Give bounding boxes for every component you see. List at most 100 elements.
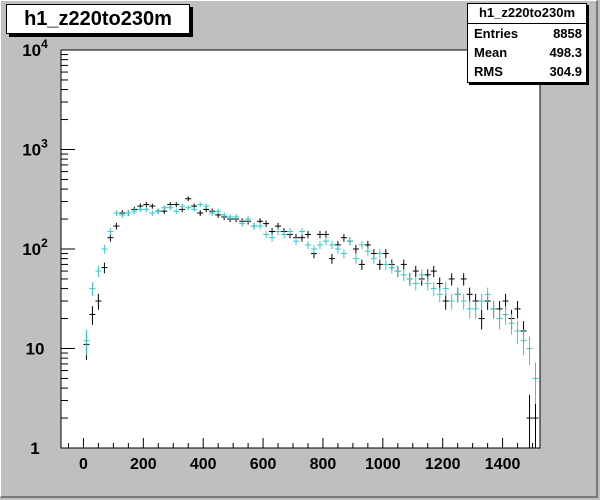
data-point-series-0 bbox=[442, 293, 449, 310]
stats-value-entries: 8858 bbox=[553, 26, 582, 41]
data-point-series-1 bbox=[215, 208, 222, 215]
data-point-series-1 bbox=[388, 262, 395, 274]
x-tick-label: 200 bbox=[130, 456, 157, 473]
y-tick-label: 1 bbox=[30, 439, 39, 458]
data-point-series-1 bbox=[448, 293, 455, 310]
data-point-series-1 bbox=[119, 212, 126, 218]
data-point-series-1 bbox=[430, 282, 437, 297]
data-point-series-1 bbox=[322, 237, 329, 246]
data-point-series-0 bbox=[269, 228, 276, 236]
y-tick-label-base: 10 bbox=[26, 340, 45, 359]
y-tick-label: 10 bbox=[26, 340, 45, 359]
data-point-series-1 bbox=[179, 203, 186, 209]
stats-label-rms: RMS bbox=[474, 64, 503, 79]
data-point-series-1 bbox=[137, 206, 144, 213]
stats-value-rms: 304.9 bbox=[549, 64, 582, 79]
data-point-series-1 bbox=[526, 336, 533, 365]
stats-box: h1_z220to230m Entries 8858 Mean 498.3 RM… bbox=[467, 3, 587, 83]
stats-row-rms: RMS 304.9 bbox=[468, 62, 586, 81]
data-point-series-0 bbox=[430, 265, 437, 278]
stats-value-mean: 498.3 bbox=[549, 45, 582, 60]
data-point-series-1 bbox=[442, 282, 449, 297]
data-point-series-1 bbox=[203, 203, 210, 209]
data-point-series-1 bbox=[310, 244, 317, 254]
data-point-series-1 bbox=[173, 208, 180, 215]
data-point-series-1 bbox=[227, 214, 234, 221]
data-point-series-1 bbox=[364, 246, 371, 256]
data-point-series-1 bbox=[502, 306, 509, 325]
data-point-series-0 bbox=[358, 259, 365, 270]
data-point-series-0 bbox=[340, 234, 347, 242]
data-point-series-0 bbox=[95, 293, 102, 310]
data-point-series-0 bbox=[304, 230, 311, 239]
data-point-series-0 bbox=[299, 234, 305, 242]
data-point-series-1 bbox=[191, 206, 198, 213]
data-point-series-0 bbox=[143, 201, 150, 208]
data-point-series-1 bbox=[460, 293, 467, 310]
data-point-series-1 bbox=[269, 234, 276, 242]
data-point-series-1 bbox=[316, 240, 323, 250]
y-tick-label-base: 1 bbox=[30, 439, 39, 458]
data-point-series-1 bbox=[281, 230, 288, 239]
data-point-series-1 bbox=[149, 210, 156, 216]
data-point-series-1 bbox=[514, 321, 521, 344]
data-point-series-1 bbox=[406, 273, 413, 286]
data-point-series-1 bbox=[340, 249, 347, 259]
data-point-series-1 bbox=[155, 208, 162, 215]
data-point-series-1 bbox=[101, 244, 108, 254]
data-point-series-1 bbox=[245, 216, 252, 223]
x-tick-label: 1400 bbox=[485, 456, 521, 473]
data-point-series-1 bbox=[89, 282, 96, 297]
data-point-series-1 bbox=[508, 313, 515, 335]
data-point-series-1 bbox=[209, 210, 216, 216]
data-point-series-1 bbox=[400, 269, 407, 282]
data-point-series-0 bbox=[149, 203, 156, 209]
data-point-series-1 bbox=[472, 301, 479, 319]
data-point-series-0 bbox=[526, 394, 533, 448]
x-tick-label: 800 bbox=[310, 456, 337, 473]
data-point-series-1 bbox=[496, 309, 503, 330]
data-point-series-0 bbox=[197, 210, 204, 216]
y-tick-label: 102 bbox=[22, 236, 48, 259]
data-point-series-1 bbox=[466, 301, 473, 319]
data-point-series-1 bbox=[251, 222, 258, 230]
data-point-series-1 bbox=[370, 254, 377, 264]
data-point-series-0 bbox=[448, 273, 455, 286]
x-tick-label: 1000 bbox=[365, 456, 401, 473]
data-point-series-1 bbox=[358, 240, 365, 250]
data-point-series-0 bbox=[382, 249, 389, 259]
data-point-series-1 bbox=[95, 265, 102, 278]
data-point-series-0 bbox=[376, 259, 383, 270]
data-point-series-0 bbox=[101, 262, 108, 274]
data-point-series-1 bbox=[185, 205, 192, 211]
data-point-series-1 bbox=[131, 208, 138, 215]
data-point-series-1 bbox=[382, 259, 389, 270]
data-point-series-0 bbox=[478, 309, 485, 330]
data-point-series-1 bbox=[299, 228, 305, 236]
data-point-series-0 bbox=[412, 265, 419, 278]
data-point-series-1 bbox=[478, 293, 485, 310]
data-point-series-1 bbox=[412, 277, 419, 291]
data-point-series-1 bbox=[161, 205, 168, 211]
stats-label-mean: Mean bbox=[474, 45, 508, 60]
y-tick-label-base: 10 bbox=[22, 41, 41, 60]
data-point-series-1 bbox=[221, 212, 228, 218]
data-point-series-1 bbox=[107, 228, 114, 236]
data-point-series-1 bbox=[352, 254, 359, 264]
stats-label-entries: Entries bbox=[474, 26, 519, 41]
data-point-series-1 bbox=[334, 244, 341, 254]
y-tick-label: 104 bbox=[22, 37, 48, 60]
data-point-series-0 bbox=[466, 287, 473, 303]
data-point-series-0 bbox=[107, 234, 114, 242]
stats-histogram-name: h1_z220to230m bbox=[468, 4, 586, 24]
data-point-series-1 bbox=[125, 210, 132, 216]
data-point-series-0 bbox=[173, 201, 180, 208]
data-point-series-1 bbox=[233, 214, 240, 221]
data-point-series-1 bbox=[454, 287, 461, 303]
data-point-series-0 bbox=[89, 306, 96, 325]
data-point-series-1 bbox=[376, 249, 383, 259]
data-marks bbox=[83, 196, 539, 448]
stats-row-mean: Mean 498.3 bbox=[468, 43, 586, 62]
